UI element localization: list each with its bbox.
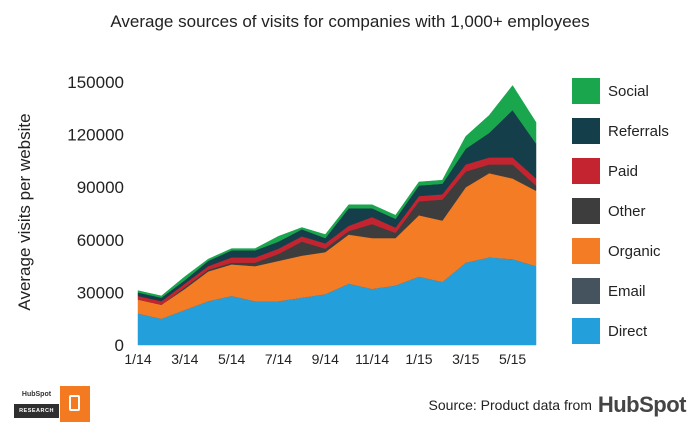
hubspot-research-logo: HubSpot RESEARCH bbox=[14, 386, 90, 422]
legend-label-other: Other bbox=[608, 203, 646, 220]
legend-item-other: Other bbox=[572, 198, 697, 228]
hubspot-brand-logo: HubSpot bbox=[597, 392, 687, 417]
source-note: Source: Product data from HubSpot bbox=[428, 392, 687, 418]
y-tick-label: 0 bbox=[115, 336, 124, 355]
y-axis-ticks: 0 30000 60000 90000 120000 150000 bbox=[67, 73, 124, 355]
legend-swatch-organic bbox=[572, 238, 600, 264]
legend-label-paid: Paid bbox=[608, 163, 639, 180]
area-series-group bbox=[137, 85, 537, 346]
legend-label-direct: Direct bbox=[608, 323, 648, 340]
legend-item-direct: Direct bbox=[572, 318, 697, 348]
legend-swatch-paid bbox=[572, 158, 600, 184]
x-tick-label: 9/14 bbox=[312, 351, 339, 367]
y-tick-label: 150000 bbox=[67, 73, 124, 92]
legend-swatch-social bbox=[572, 78, 600, 104]
document-icon bbox=[60, 386, 90, 422]
legend-item-organic: Organic bbox=[572, 238, 697, 268]
x-tick-label: 5/15 bbox=[499, 351, 526, 367]
area-social bbox=[137, 85, 537, 298]
y-tick-label: 30000 bbox=[77, 283, 124, 302]
logo-brand-text: HubSpot bbox=[21, 391, 52, 398]
chart-title: Average sources of visits for companies … bbox=[110, 12, 590, 31]
legend-label-email: Email bbox=[608, 283, 646, 300]
x-axis-ticks: 1/14 3/14 5/14 7/14 9/14 11/14 1/15 3/15 5/15 bbox=[124, 351, 526, 367]
legend-item-social: Social bbox=[572, 78, 697, 108]
y-tick-label: 90000 bbox=[77, 178, 124, 197]
legend-label-social: Social bbox=[608, 83, 649, 100]
x-tick-label: 7/14 bbox=[265, 351, 292, 367]
legend-label-organic: Organic bbox=[608, 243, 661, 260]
legend-label-referrals: Referrals bbox=[608, 123, 669, 140]
legend-item-referrals: Referrals bbox=[572, 118, 697, 148]
x-tick-label: 1/14 bbox=[124, 351, 151, 367]
x-tick-label: 11/14 bbox=[355, 351, 389, 367]
legend-swatch-direct bbox=[572, 318, 600, 344]
logo-research-text: RESEARCH bbox=[14, 404, 59, 418]
x-tick-label: 3/15 bbox=[452, 351, 479, 367]
legend-item-email: Email bbox=[572, 278, 697, 308]
y-tick-label: 120000 bbox=[67, 126, 124, 145]
legend-swatch-referrals bbox=[572, 118, 600, 144]
source-text: Source: Product data from bbox=[428, 397, 592, 413]
legend-swatch-other bbox=[572, 198, 600, 224]
legend-swatch-email bbox=[572, 278, 600, 304]
x-tick-label: 3/14 bbox=[171, 351, 198, 367]
x-tick-label: 1/15 bbox=[405, 351, 432, 367]
y-tick-label: 60000 bbox=[77, 231, 124, 250]
x-tick-label: 5/14 bbox=[218, 351, 245, 367]
legend-item-paid: Paid bbox=[572, 158, 697, 188]
